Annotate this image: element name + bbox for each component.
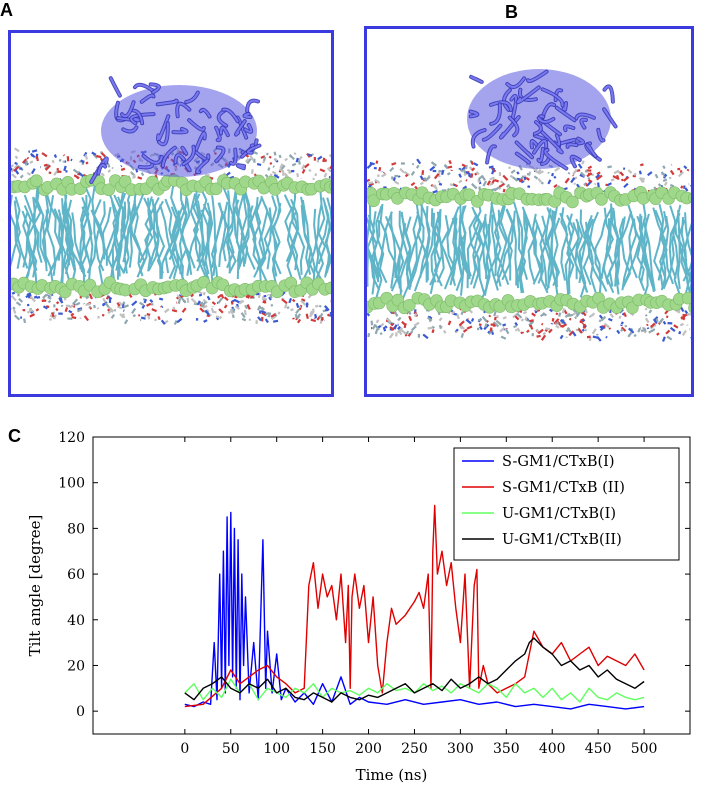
y-tick-label: 80	[67, 521, 85, 537]
legend-label-3: U-GM1/CTxB(I)	[502, 506, 616, 522]
x-tick-label: 450	[585, 741, 612, 757]
x-tick-label: 350	[493, 741, 520, 757]
y-tick-label: 20	[67, 658, 85, 674]
simulation-snapshot-a	[8, 30, 334, 397]
y-tick-label: 40	[67, 613, 85, 629]
x-tick-label: 0	[180, 741, 189, 757]
series-line-1	[184, 511, 645, 710]
simulation-snapshot-b	[364, 26, 694, 397]
series-line-4	[184, 637, 645, 703]
lipid-bilayer	[367, 158, 691, 342]
y-tick-label: 120	[58, 430, 85, 446]
legend	[453, 447, 680, 561]
x-tick-label: 400	[539, 741, 566, 757]
panel-a-label: A	[0, 0, 13, 20]
panel-c-label: C	[8, 426, 21, 446]
membrane-protein-render-a	[11, 76, 331, 325]
y-axis-label: Tilt angle [degree]	[26, 515, 44, 657]
y-tick-label: 60	[67, 567, 85, 583]
protein-ribbon	[467, 69, 618, 171]
x-tick-label: 100	[263, 741, 290, 757]
x-tick-label: 50	[222, 741, 240, 757]
series-line-2	[184, 504, 645, 708]
legend-label-2: S-GM1/CTxB (II)	[502, 480, 625, 496]
x-tick-label: 250	[401, 741, 428, 757]
protein-ribbon	[89, 76, 262, 185]
membrane-protein-render-b	[367, 69, 691, 342]
x-tick-label: 200	[355, 741, 382, 757]
y-tick-label: 100	[58, 476, 85, 492]
panel-b-label: B	[505, 2, 518, 22]
legend-label-4: U-GM1/CTxB(II)	[502, 532, 622, 548]
x-tick-label: 150	[309, 741, 336, 757]
x-axis-label: Time (ns)	[356, 766, 428, 784]
x-tick-label: 300	[447, 741, 474, 757]
y-tick-label: 0	[76, 704, 85, 720]
legend-label-1: S-GM1/CTxB(I)	[502, 454, 615, 470]
x-tick-label: 500	[631, 741, 658, 757]
tilt-angle-chart: 0 20 40 60 80 100 120 0 50 100 150 200 250 300 350 400 4…	[26, 430, 691, 784]
